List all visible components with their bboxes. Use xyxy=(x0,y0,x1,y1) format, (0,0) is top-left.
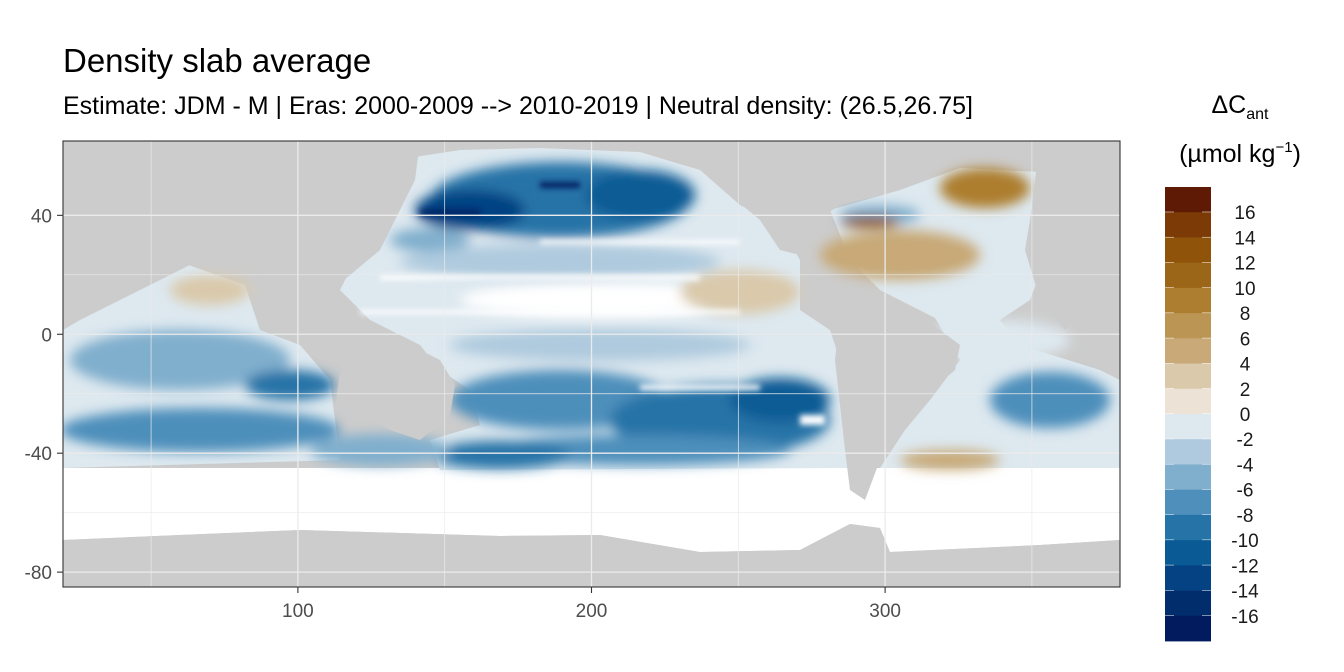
patch-subtropical-np xyxy=(400,244,720,280)
land-asia xyxy=(250,141,420,300)
legend-bin-0 xyxy=(1165,187,1211,213)
y-tick-label-2: -40 xyxy=(25,444,52,465)
legend-bin-17 xyxy=(1165,615,1211,642)
legend-label-6: 4 xyxy=(1240,355,1251,376)
x-tick-label-0: 100 xyxy=(282,601,314,622)
patch-south-pacific-5 xyxy=(430,441,570,469)
legend-bin-3 xyxy=(1165,262,1211,289)
legend: ΔCant (µmol kg−1) 16 14 12 10 8 6 4 2 0 -2 -4 -6 -8 -… xyxy=(1165,91,1301,642)
x-axis: 100 200 300 xyxy=(282,587,901,622)
streak-1 xyxy=(380,275,700,280)
legend-bin-10 xyxy=(1165,439,1211,465)
y-axis: 40 0 -40 -80 xyxy=(25,206,63,584)
chart-subtitle: Estimate: JDM - M | Eras: 2000-2009 --> … xyxy=(63,92,973,120)
land-europe xyxy=(1025,141,1120,330)
patch-indian-3 xyxy=(63,408,340,452)
legend-bin-1 xyxy=(1165,212,1211,238)
legend-bin-8 xyxy=(1165,388,1211,415)
legend-label-10: -4 xyxy=(1237,455,1254,476)
map-panel xyxy=(63,141,1120,587)
legend-bin-16 xyxy=(1165,590,1211,617)
legend-bin-6 xyxy=(1165,338,1211,364)
patch-kuroshio xyxy=(390,228,470,252)
legend-label-2: 12 xyxy=(1234,254,1255,275)
legend-label-1: 14 xyxy=(1234,228,1256,249)
legend-label-8: 0 xyxy=(1240,405,1251,426)
legend-label-3: 10 xyxy=(1234,279,1255,300)
patch-sa-light xyxy=(930,320,1070,360)
grid xyxy=(63,141,1120,587)
legend-label-13: -10 xyxy=(1231,531,1258,552)
legend-bin-13 xyxy=(1165,514,1211,541)
patch-indian-2 xyxy=(245,370,335,400)
streak-2 xyxy=(360,310,740,314)
patch-na-brown-1 xyxy=(940,168,1030,208)
legend-bin-12 xyxy=(1165,489,1211,516)
legend-bin-5 xyxy=(1165,313,1211,339)
streak-4 xyxy=(540,240,740,244)
legend-label-5: 6 xyxy=(1240,329,1251,350)
legend-bin-4 xyxy=(1165,287,1211,314)
chart-title: Density slab average xyxy=(63,42,372,79)
patch-north-pacific-east xyxy=(585,170,695,220)
streak-3 xyxy=(640,385,760,390)
legend-label-14: -12 xyxy=(1231,556,1258,577)
patch-gulf-stream xyxy=(840,216,900,228)
legend-bin-15 xyxy=(1165,565,1211,591)
y-tick-label-3: -80 xyxy=(25,563,52,584)
legend-label-7: 2 xyxy=(1240,380,1251,401)
land-africa xyxy=(63,141,300,330)
value-patches xyxy=(63,162,1110,470)
land-australia xyxy=(335,345,455,440)
x-tick-label-2: 300 xyxy=(869,601,901,622)
patch-indian-4 xyxy=(310,434,450,466)
legend-label-4: 8 xyxy=(1240,304,1251,325)
legend-bin-14 xyxy=(1165,540,1211,566)
patch-ne-pacific-brown xyxy=(680,270,800,314)
patch-tropical-pacific xyxy=(450,329,750,361)
legend-bin-7 xyxy=(1165,363,1211,390)
legend-bin-11 xyxy=(1165,464,1211,491)
patch-arabian-sea xyxy=(170,275,250,305)
streak-7 xyxy=(800,415,825,425)
legend-label-16: -16 xyxy=(1231,607,1258,628)
patch-central-pacific-light xyxy=(460,282,740,318)
patch-indian-1 xyxy=(70,330,290,390)
legend-unit: (µmol kg−1) xyxy=(1179,139,1301,168)
legend-bin-9 xyxy=(1165,414,1211,440)
legend-label-9: -2 xyxy=(1237,430,1254,451)
y-tick-label-0: 40 xyxy=(31,206,52,227)
fine-detail xyxy=(360,182,825,425)
legend-label-15: -14 xyxy=(1231,582,1259,603)
legend-bin-2 xyxy=(1165,237,1211,264)
x-tick-label-1: 200 xyxy=(576,601,608,622)
legend-label-11: -6 xyxy=(1237,481,1254,502)
land-south-america xyxy=(835,300,960,500)
legend-label-12: -8 xyxy=(1237,506,1254,527)
legend-title: ΔCant xyxy=(1211,91,1269,123)
streak-6 xyxy=(540,182,580,188)
legend-label-0: 16 xyxy=(1234,203,1255,224)
patch-na-brown-2 xyxy=(820,230,980,280)
patch-sa-brown xyxy=(900,450,1000,470)
patch-sa-blue xyxy=(990,372,1110,428)
legend-colorbar: 16 14 12 10 8 6 4 2 0 -2 -4 -6 -8 -10 -12 -14 -16 xyxy=(1165,187,1259,642)
y-tick-label-1: 0 xyxy=(41,325,52,346)
streak-5 xyxy=(420,210,480,215)
